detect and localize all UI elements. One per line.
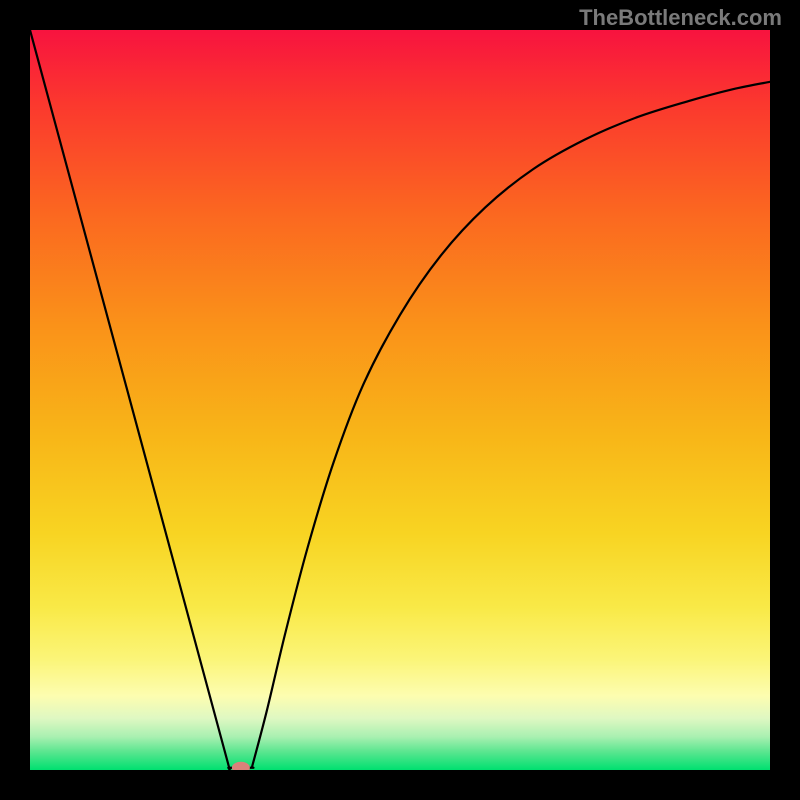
- watermark-text: TheBottleneck.com: [579, 5, 782, 31]
- bottleneck-chart: [30, 30, 770, 770]
- plot-frame: [30, 30, 770, 770]
- gradient-background: [30, 30, 770, 770]
- canvas-frame: TheBottleneck.com: [0, 0, 800, 800]
